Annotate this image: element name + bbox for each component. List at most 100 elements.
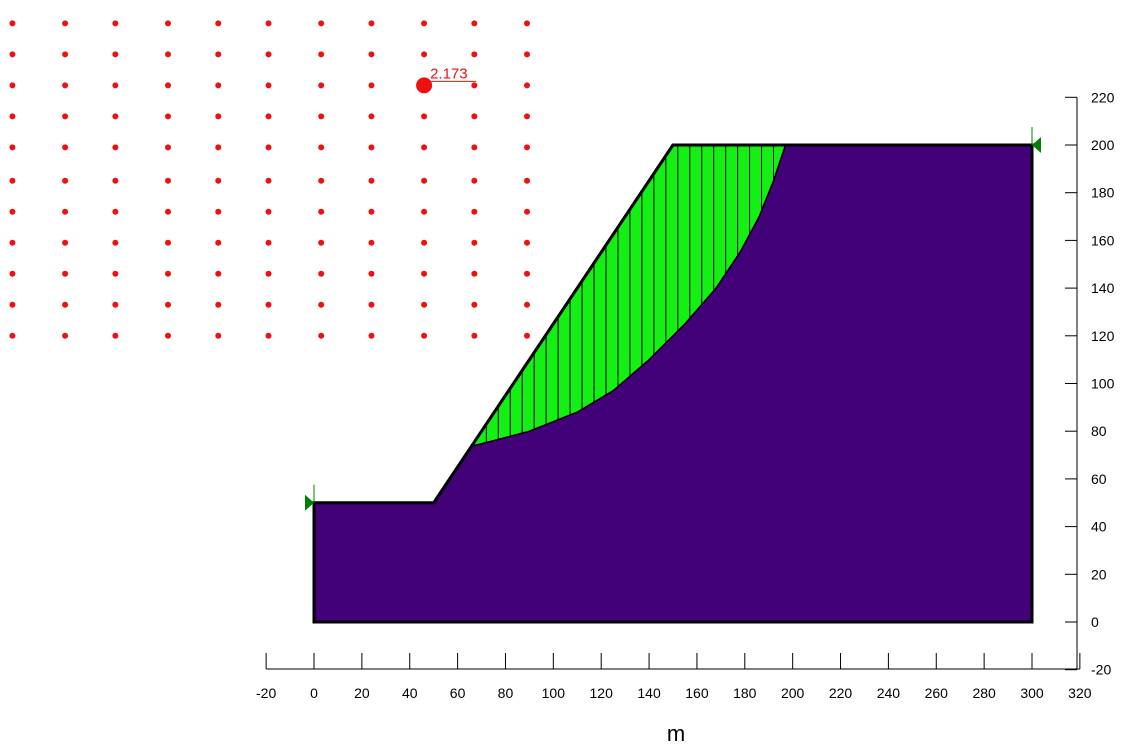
grid-point[interactable] (265, 144, 272, 151)
grid-point[interactable] (112, 208, 119, 215)
grid-point[interactable] (112, 144, 119, 151)
grid-point[interactable] (524, 208, 531, 215)
grid-point[interactable] (318, 208, 325, 215)
grid-point[interactable] (265, 239, 272, 246)
grid-point[interactable] (471, 144, 478, 151)
grid-point[interactable] (524, 270, 531, 277)
grid-point[interactable] (165, 20, 172, 27)
grid-point[interactable] (265, 82, 272, 89)
grid-point[interactable] (368, 82, 375, 89)
grid-point[interactable] (9, 301, 16, 308)
grid-point[interactable] (112, 239, 119, 246)
grid-point[interactable] (318, 332, 325, 339)
grid-point[interactable] (112, 113, 119, 120)
grid-point[interactable] (265, 51, 272, 58)
grid-point[interactable] (165, 51, 172, 58)
grid-point[interactable] (318, 20, 325, 27)
grid-point[interactable] (215, 301, 222, 308)
grid-point[interactable] (9, 208, 16, 215)
grid-point[interactable] (9, 177, 16, 184)
grid-point[interactable] (318, 82, 325, 89)
grid-point[interactable] (112, 82, 119, 89)
grid-point[interactable] (524, 51, 531, 58)
grid-point[interactable] (165, 301, 172, 308)
grid-point[interactable] (471, 332, 478, 339)
grid-point[interactable] (368, 239, 375, 246)
grid-point[interactable] (9, 144, 16, 151)
grid-point[interactable] (165, 332, 172, 339)
grid-point[interactable] (112, 301, 119, 308)
grid-point[interactable] (368, 301, 375, 308)
grid-point[interactable] (421, 239, 428, 246)
grid-point[interactable] (265, 301, 272, 308)
grid-point[interactable] (215, 51, 222, 58)
grid-point[interactable] (215, 270, 222, 277)
grid-point[interactable] (524, 144, 531, 151)
grid-point[interactable] (215, 332, 222, 339)
grid-point[interactable] (265, 208, 272, 215)
grid-point[interactable] (265, 20, 272, 27)
grid-point[interactable] (215, 144, 222, 151)
grid-point[interactable] (524, 332, 531, 339)
grid-point[interactable] (524, 20, 531, 27)
grid-point[interactable] (62, 113, 69, 120)
grid-point[interactable] (368, 177, 375, 184)
grid-point[interactable] (112, 270, 119, 277)
grid-point[interactable] (165, 82, 172, 89)
grid-point[interactable] (112, 177, 119, 184)
grid-point[interactable] (215, 239, 222, 246)
grid-point[interactable] (62, 82, 69, 89)
grid-point[interactable] (524, 301, 531, 308)
grid-point[interactable] (112, 20, 119, 27)
grid-point[interactable] (215, 20, 222, 27)
grid-point[interactable] (318, 270, 325, 277)
grid-point[interactable] (165, 177, 172, 184)
grid-point[interactable] (421, 51, 428, 58)
grid-point[interactable] (62, 301, 69, 308)
grid-point[interactable] (421, 20, 428, 27)
critical-slip-center[interactable]: 2.173 (416, 65, 477, 94)
grid-point[interactable] (471, 239, 478, 246)
grid-point[interactable] (9, 332, 16, 339)
grid-point[interactable] (62, 332, 69, 339)
grid-point[interactable] (215, 208, 222, 215)
grid-point[interactable] (421, 208, 428, 215)
grid-point[interactable] (524, 177, 531, 184)
grid-point[interactable] (368, 20, 375, 27)
grid-point[interactable] (62, 208, 69, 215)
grid-point[interactable] (62, 144, 69, 151)
grid-point[interactable] (471, 82, 478, 89)
grid-point[interactable] (471, 301, 478, 308)
grid-point[interactable] (368, 144, 375, 151)
grid-point[interactable] (318, 301, 325, 308)
grid-point[interactable] (112, 332, 119, 339)
grid-point[interactable] (318, 51, 325, 58)
grid-point[interactable] (9, 51, 16, 58)
grid-point[interactable] (368, 270, 375, 277)
grid-point[interactable] (318, 177, 325, 184)
grid-point[interactable] (265, 270, 272, 277)
grid-point[interactable] (265, 113, 272, 120)
grid-point[interactable] (9, 239, 16, 246)
grid-point[interactable] (471, 270, 478, 277)
grid-point[interactable] (9, 20, 16, 27)
grid-point[interactable] (421, 144, 428, 151)
grid-point[interactable] (524, 113, 531, 120)
grid-point[interactable] (471, 51, 478, 58)
grid-point[interactable] (318, 144, 325, 151)
grid-point[interactable] (165, 144, 172, 151)
grid-point[interactable] (165, 208, 172, 215)
grid-point[interactable] (421, 332, 428, 339)
grid-point[interactable] (318, 113, 325, 120)
grid-point[interactable] (421, 301, 428, 308)
grid-point[interactable] (112, 51, 119, 58)
grid-point[interactable] (9, 270, 16, 277)
grid-point[interactable] (62, 270, 69, 277)
grid-point[interactable] (421, 270, 428, 277)
grid-point[interactable] (265, 177, 272, 184)
grid-point[interactable] (524, 239, 531, 246)
grid-point[interactable] (62, 177, 69, 184)
grid-point[interactable] (165, 239, 172, 246)
grid-point[interactable] (368, 332, 375, 339)
grid-point[interactable] (9, 113, 16, 120)
